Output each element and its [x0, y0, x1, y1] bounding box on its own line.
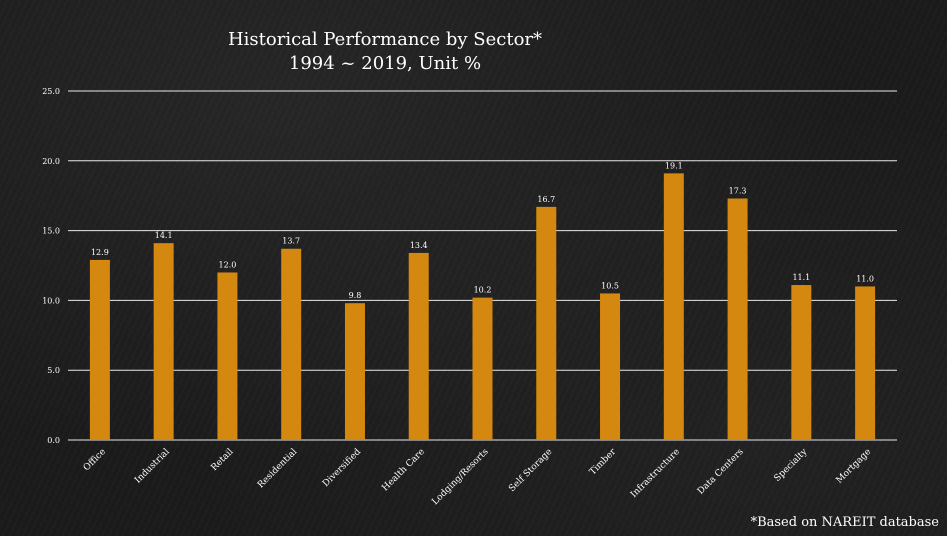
y-tick-label: 5.0	[47, 366, 60, 375]
data-label: 17.3	[729, 186, 747, 195]
x-tick-label: Health Care	[380, 447, 426, 493]
bar	[472, 297, 493, 440]
data-label: 13.4	[410, 241, 428, 250]
y-tick-label: 20.0	[42, 157, 60, 166]
x-tick-label: Diversified	[321, 447, 363, 489]
data-label: 16.7	[537, 195, 555, 204]
bar	[344, 303, 365, 440]
x-tick-label: Specialty	[773, 446, 810, 483]
chart-title: Historical Performance by Sector* 1994 ~…	[170, 28, 600, 76]
y-tick-label: 15.0	[42, 227, 60, 236]
x-tick-label: Lodging/Resorts	[430, 447, 490, 507]
bar	[536, 206, 557, 440]
data-label: 11.0	[856, 274, 874, 283]
data-label: 9.8	[349, 291, 362, 300]
bar	[600, 293, 621, 440]
y-tick-label: 10.0	[42, 296, 60, 305]
x-tick-label: Timber	[588, 447, 619, 478]
bar	[791, 285, 812, 440]
bar	[281, 248, 302, 440]
x-tick-label: Infrastructure	[629, 447, 682, 500]
data-label: 13.7	[282, 237, 300, 246]
chart-title-line1: Historical Performance by Sector*	[227, 29, 543, 50]
bar	[855, 286, 876, 440]
x-tick-label: Residential	[256, 447, 299, 490]
x-tick-label: Mortgage	[835, 447, 874, 486]
data-label: 10.5	[601, 281, 619, 290]
x-tick-label: Office	[82, 447, 108, 473]
x-tick-label: Retail	[209, 447, 235, 473]
y-tick-label: 25.0	[42, 87, 60, 96]
data-label: 19.1	[665, 161, 683, 170]
data-label: 14.1	[155, 231, 173, 240]
x-tick-label: Industrial	[133, 447, 172, 486]
data-label: 11.1	[792, 273, 810, 282]
data-label: 12.9	[91, 248, 109, 257]
x-tick-label: Self Storage	[507, 447, 554, 494]
y-tick-label: 0.0	[47, 436, 60, 445]
data-label: 12.0	[219, 260, 237, 269]
footnote: *Based on NAREIT database	[750, 515, 939, 530]
bar	[153, 243, 174, 440]
bar	[663, 173, 684, 440]
chart-title-line2: 1994 ~ 2019, Unit %	[288, 53, 482, 74]
x-tick-label: Data Centers	[696, 447, 746, 497]
bar	[727, 198, 748, 440]
bar	[408, 252, 429, 440]
bar	[89, 259, 110, 440]
bar	[217, 272, 238, 440]
data-label: 10.2	[474, 286, 492, 295]
